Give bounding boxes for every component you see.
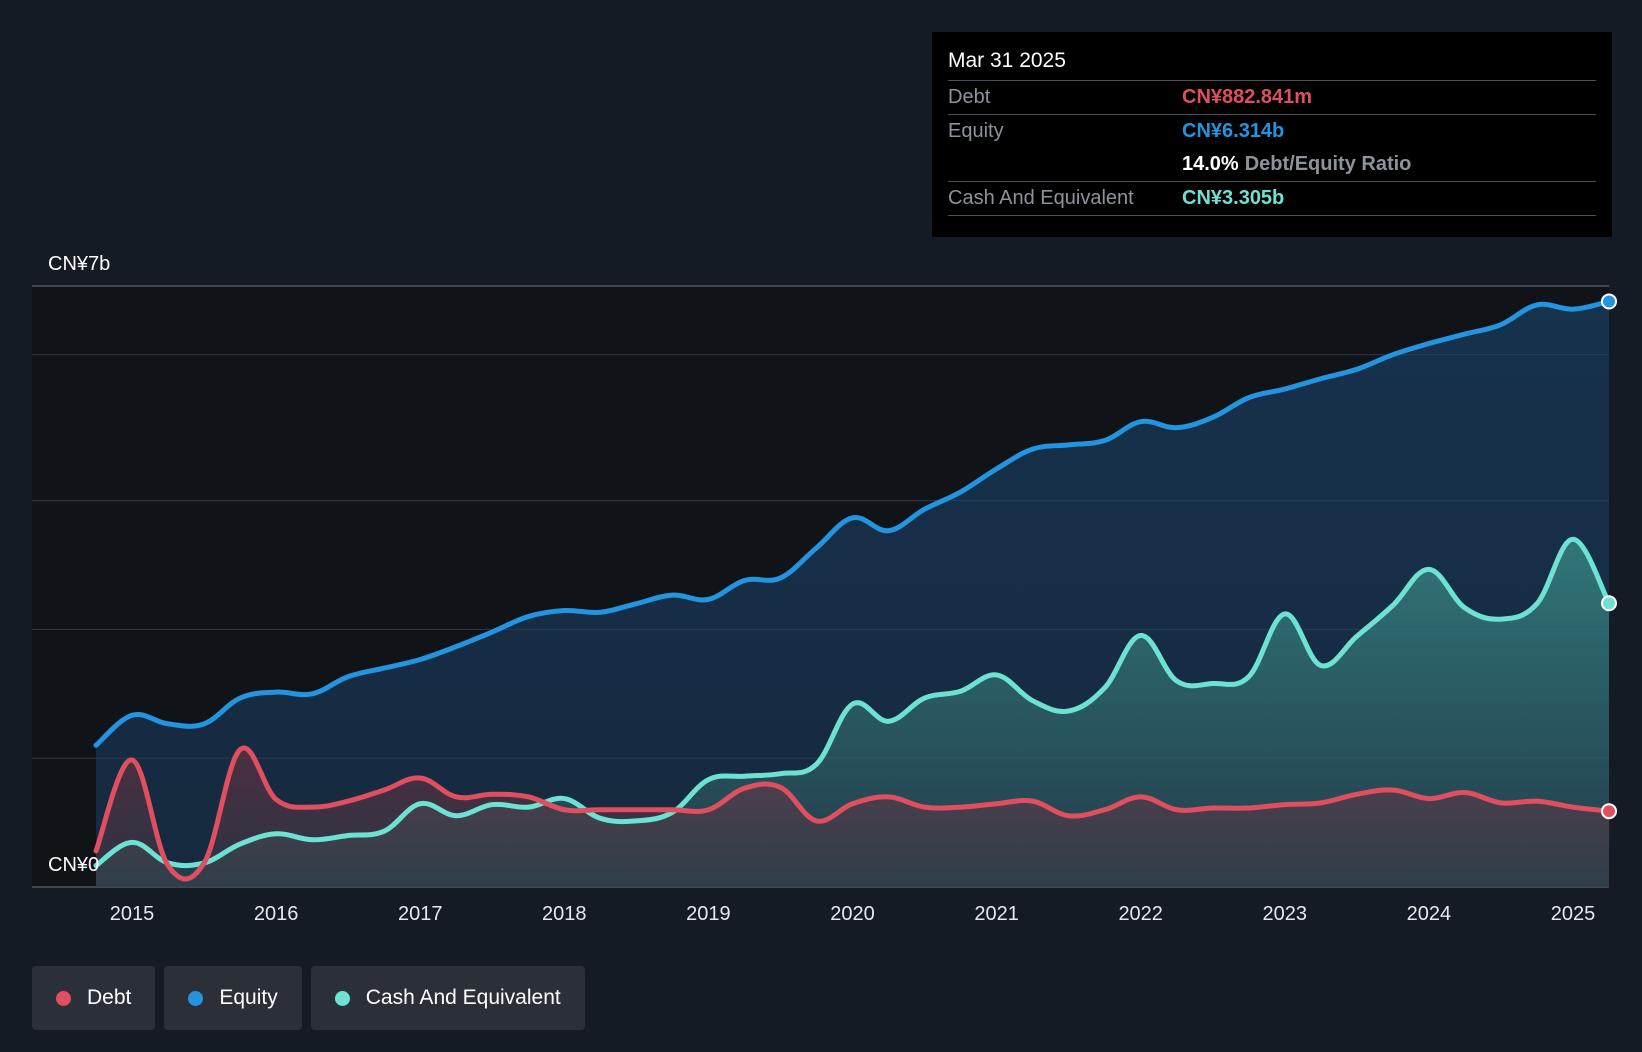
tooltip-debt-label: Debt [948, 86, 991, 108]
equity-dot-icon [188, 990, 204, 1006]
y-axis-top-label: CN¥7b [48, 253, 110, 275]
tooltip-cash-label: Cash And Equivalent [948, 187, 1134, 209]
x-tick-label: 2016 [254, 903, 299, 925]
x-tick-label: 2020 [830, 903, 875, 925]
tooltip-ratio-row: 14.0% Debt/Equity Ratio [948, 148, 1596, 182]
tooltip-equity-label: Equity [948, 120, 1004, 142]
legend-item-cash[interactable]: Cash And Equivalent [310, 966, 585, 1030]
y-axis-bottom-label: CN¥0 [48, 854, 99, 876]
tooltip-ratio-value: 14.0% [1182, 153, 1239, 175]
tooltip-debt-row: Debt CN¥882.841m [948, 81, 1596, 115]
debt-area [96, 747, 1609, 887]
x-axis: 2015 2016 2017 2018 2019 2020 2021 2022 2023 2024… [110, 903, 1595, 925]
tooltip-date: Mar 31 2025 [948, 46, 1596, 81]
legend-item-equity[interactable]: Equity [164, 966, 302, 1030]
legend-label-cash: Cash And Equivalent [365, 986, 561, 1009]
debt-dot-icon [56, 990, 71, 1006]
x-tick-label: 2018 [542, 903, 587, 925]
legend-label-debt: Debt [87, 986, 132, 1009]
tooltip-cash-row: Cash And Equivalent CN¥3.305b [948, 182, 1596, 216]
x-tick-label: 2024 [1407, 903, 1452, 925]
series-lines [93, 298, 1612, 882]
tooltip-cash-value: CN¥3.305b [1182, 187, 1285, 209]
chart-legend: Debt Equity Cash And Equivalent [32, 966, 594, 1030]
x-tick-label: 2022 [1118, 903, 1163, 925]
x-tick-label: 2019 [686, 903, 731, 925]
series-areas [96, 301, 1609, 887]
equity-end-marker[interactable] [1601, 293, 1617, 310]
legend-label-equity: Equity [219, 986, 278, 1009]
cash-dot-icon [334, 990, 350, 1006]
tooltip-ratio-label: Debt/Equity Ratio [1244, 153, 1412, 175]
x-tick-label: 2025 [1551, 903, 1596, 925]
equity-line [93, 298, 1612, 748]
x-tick-label: 2021 [974, 903, 1019, 925]
x-tick-label: 2015 [110, 903, 155, 925]
cash-and-equivalent-end-marker[interactable] [1601, 595, 1617, 612]
cash-and-equivalent-area [96, 539, 1609, 887]
x-tick-label: 2017 [398, 903, 443, 925]
tooltip-equity-row: Equity CN¥6.314b [948, 115, 1596, 148]
legend-item-debt[interactable]: Debt [32, 966, 156, 1030]
debt-line [93, 745, 1612, 882]
x-tick-label: 2023 [1263, 903, 1308, 925]
data-tooltip: Mar 31 2025 Debt CN¥882.841m Equity CN¥6… [932, 32, 1612, 237]
cash-and-equivalent-line [93, 536, 1612, 869]
tooltip-equity-value: CN¥6.314b [1182, 120, 1285, 142]
tooltip-debt-value: CN¥882.841m [1182, 86, 1313, 108]
debt-end-marker[interactable] [1601, 803, 1617, 820]
end-markers [1601, 293, 1617, 820]
